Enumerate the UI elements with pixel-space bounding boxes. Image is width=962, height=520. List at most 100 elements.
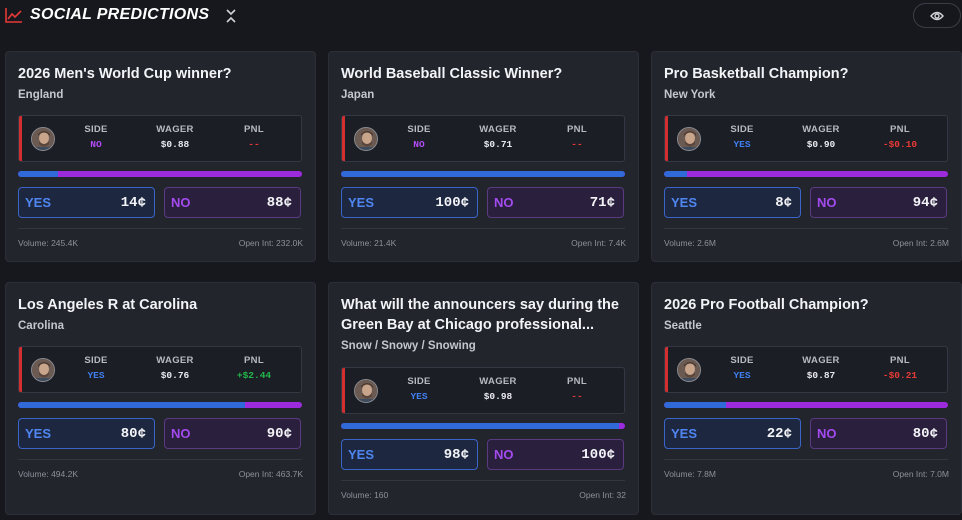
pnl-header: PNL	[567, 376, 587, 387]
buy-no-button[interactable]: NO 80¢	[810, 418, 947, 449]
pnl-header: PNL	[890, 124, 910, 135]
market-title[interactable]: World Baseball Classic Winner?	[341, 66, 563, 82]
pnl-column: PNL --	[542, 124, 612, 150]
header: SOCIAL PREDICTIONS	[0, 0, 962, 34]
market-card[interactable]: Pro Basketball Champion? New York SIDE YES W…	[651, 51, 962, 262]
side-column: SIDE YES	[707, 355, 777, 381]
divider	[664, 459, 948, 460]
pnl-column: PNL +$2.44	[219, 355, 289, 381]
avatar[interactable]	[354, 127, 378, 151]
yes-price: 98¢	[443, 446, 469, 463]
wager-value: $0.88	[160, 139, 190, 150]
no-price: 71¢	[589, 194, 615, 211]
divider	[341, 228, 625, 229]
wager-column: WAGER $0.98	[463, 376, 533, 402]
probability-bar-yes-fill	[18, 171, 58, 177]
yes-label: YES	[25, 195, 52, 210]
market-title[interactable]: What will the announcers say during the …	[341, 297, 619, 333]
buy-yes-button[interactable]: YES 22¢	[664, 418, 801, 449]
buy-no-button[interactable]: NO 88¢	[164, 187, 301, 218]
market-outcome: Snow / Snowy / Snowing	[341, 340, 476, 352]
no-price: 100¢	[581, 446, 615, 463]
market-card[interactable]: What will the announcers say during the …	[328, 282, 639, 515]
volume-text: Volume: 245.4K	[18, 238, 79, 248]
avatar[interactable]	[677, 358, 701, 382]
side-column: SIDE NO	[61, 124, 131, 150]
market-card[interactable]: 2026 Men's World Cup winner? England SIDE N…	[5, 51, 316, 262]
buy-yes-button[interactable]: YES 80¢	[18, 418, 155, 449]
yes-price: 80¢	[120, 425, 146, 442]
wager-header: WAGER	[479, 376, 517, 387]
no-label: NO	[171, 195, 191, 210]
probability-bar-yes-fill	[664, 402, 727, 408]
visibility-toggle-button[interactable]	[913, 3, 961, 28]
probability-bar	[18, 402, 302, 408]
divider	[18, 459, 302, 460]
volume-text: Volume: 2.6M	[664, 238, 716, 248]
pnl-value: -$0.21	[882, 370, 918, 381]
buy-no-button[interactable]: NO 90¢	[164, 418, 301, 449]
market-title[interactable]: 2026 Pro Football Champion?	[664, 297, 869, 313]
probability-bar-yes-fill	[664, 171, 687, 177]
probability-bar-yes-fill	[341, 423, 620, 429]
no-label: NO	[817, 426, 837, 441]
pnl-column: PNL -$0.21	[865, 355, 935, 381]
buy-no-button[interactable]: NO 94¢	[810, 187, 947, 218]
open-interest-text: Open Int: 7.0M	[892, 469, 949, 479]
wager-header: WAGER	[156, 355, 194, 366]
side-header: SIDE	[730, 355, 754, 366]
market-card[interactable]: World Baseball Classic Winner? Japan SIDE N…	[328, 51, 639, 262]
side-column: SIDE YES	[61, 355, 131, 381]
market-card[interactable]: Los Angeles R at Carolina Carolina SIDE YES…	[5, 282, 316, 515]
position-accent-bar	[665, 116, 668, 161]
pnl-value: --	[571, 139, 583, 150]
divider	[664, 228, 948, 229]
market-outcome: Seattle	[664, 320, 702, 332]
no-price: 80¢	[912, 425, 938, 442]
page-title: SOCIAL PREDICTIONS	[30, 6, 210, 23]
avatar[interactable]	[677, 127, 701, 151]
open-interest-text: Open Int: 32	[579, 490, 626, 500]
pnl-column: PNL --	[542, 376, 612, 402]
buy-yes-button[interactable]: YES 8¢	[664, 187, 801, 218]
position-panel: SIDE NO WAGER $0.71 PNL --	[341, 115, 625, 162]
wager-value: $0.87	[806, 370, 836, 381]
buy-yes-button[interactable]: YES 98¢	[341, 439, 478, 470]
collapse-icon[interactable]	[224, 8, 238, 24]
probability-bar	[664, 171, 948, 177]
no-label: NO	[817, 195, 837, 210]
pnl-header: PNL	[244, 355, 264, 366]
buy-yes-button[interactable]: YES 14¢	[18, 187, 155, 218]
avatar[interactable]	[31, 358, 55, 382]
wager-value: $0.76	[160, 370, 190, 381]
market-title[interactable]: 2026 Men's World Cup winner?	[18, 66, 232, 82]
volume-text: Volume: 7.8M	[664, 469, 716, 479]
buy-no-button[interactable]: NO 100¢	[487, 439, 624, 470]
side-value: YES	[410, 391, 428, 402]
volume-text: Volume: 21.4K	[341, 238, 397, 248]
market-outcome: England	[18, 89, 64, 101]
market-title[interactable]: Pro Basketball Champion?	[664, 66, 849, 82]
volume-text: Volume: 494.2K	[18, 469, 79, 479]
avatar[interactable]	[31, 127, 55, 151]
side-value: YES	[733, 370, 751, 381]
yes-label: YES	[348, 447, 375, 462]
avatar[interactable]	[354, 379, 378, 403]
probability-bar	[18, 171, 302, 177]
position-accent-bar	[19, 116, 22, 161]
pnl-header: PNL	[890, 355, 910, 366]
pnl-value: -$0.10	[882, 139, 918, 150]
wager-column: WAGER $0.88	[140, 124, 210, 150]
wager-column: WAGER $0.90	[786, 124, 856, 150]
market-card[interactable]: 2026 Pro Football Champion? Seattle SIDE YE…	[651, 282, 962, 515]
pnl-value: --	[571, 391, 583, 402]
side-header: SIDE	[84, 355, 108, 366]
buy-no-button[interactable]: NO 71¢	[487, 187, 624, 218]
market-title[interactable]: Los Angeles R at Carolina	[18, 297, 198, 313]
divider	[341, 480, 625, 481]
yes-price: 100¢	[435, 194, 469, 211]
pnl-value: +$2.44	[236, 370, 272, 381]
probability-bar-yes-fill	[341, 171, 625, 177]
buy-yes-button[interactable]: YES 100¢	[341, 187, 478, 218]
probability-bar-yes-fill	[18, 402, 246, 408]
